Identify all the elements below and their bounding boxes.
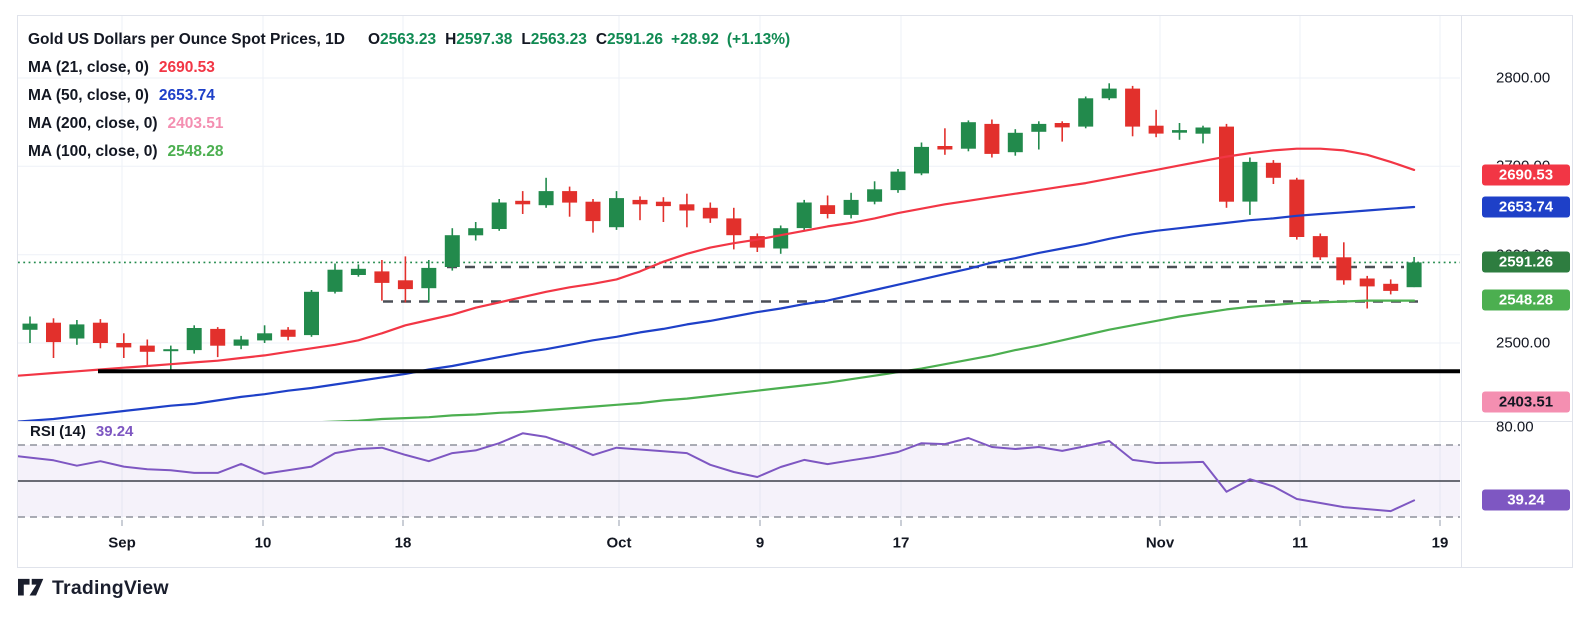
candle-down	[655, 197, 671, 222]
candle-up	[1007, 129, 1023, 156]
candle-up	[421, 260, 437, 303]
candle-down	[397, 256, 413, 303]
candle-up	[327, 263, 343, 294]
candle-down	[1219, 123, 1234, 208]
candle-down	[1336, 242, 1352, 285]
candle-down	[280, 327, 296, 341]
candle-down	[562, 186, 578, 217]
candle-up	[609, 191, 624, 230]
candle-down	[820, 195, 836, 219]
candle-up	[1078, 96, 1094, 129]
candle-up	[914, 142, 929, 176]
candle-up	[538, 177, 554, 208]
candle-down	[46, 318, 61, 358]
candle-up	[257, 325, 273, 343]
candle-up	[350, 264, 366, 277]
candle-up	[186, 325, 202, 354]
candle-up	[1172, 123, 1187, 140]
candle-up	[1031, 121, 1047, 150]
tradingview-attribution[interactable]: TradingView	[18, 577, 169, 600]
candle-up	[491, 199, 507, 231]
candle-up	[867, 181, 883, 205]
candle-up	[890, 169, 906, 193]
candle-up	[796, 199, 812, 231]
candle-down	[116, 333, 132, 358]
candle-down	[1359, 275, 1375, 309]
candle-down	[1148, 109, 1164, 138]
candle-down	[937, 128, 953, 155]
ma100-line	[321, 299, 1416, 421]
candle-up	[163, 345, 179, 371]
candle-down	[749, 233, 765, 252]
candle-down	[139, 339, 155, 367]
candle-up	[304, 290, 319, 337]
candle-down	[632, 196, 648, 221]
candle-down	[1125, 85, 1141, 137]
candle-up	[69, 320, 85, 345]
candle-up	[960, 120, 976, 152]
rsi-line	[18, 432, 1416, 513]
candle-down	[515, 191, 531, 214]
candle-down	[210, 327, 226, 358]
tradingview-logo-text: TradingView	[52, 577, 169, 599]
candle-down	[702, 202, 718, 223]
candle-down	[1289, 177, 1305, 240]
candle-up	[468, 222, 484, 241]
candle-down	[1265, 160, 1281, 184]
candle-up	[444, 228, 460, 271]
candle-down	[585, 199, 601, 233]
candle-up	[1242, 157, 1258, 215]
candle-up	[843, 192, 859, 219]
ma21-line	[18, 147, 1416, 377]
candle-up	[233, 335, 249, 350]
candle-up	[22, 316, 38, 343]
candle-up	[1101, 83, 1117, 101]
candle-down	[1312, 233, 1328, 260]
candlestick-series	[22, 83, 1422, 371]
candle-down	[1383, 279, 1399, 295]
candle-down	[679, 193, 695, 228]
candle-up	[1195, 125, 1211, 144]
candle-up	[1406, 257, 1422, 288]
candle-down	[92, 319, 108, 349]
candle-down	[1054, 121, 1070, 142]
candle-down	[374, 260, 390, 301]
tradingview-logo-icon	[18, 578, 44, 595]
candle-down	[984, 119, 1000, 158]
grid-lines	[18, 16, 1460, 520]
ma50-line	[18, 205, 1416, 421]
candle-up	[773, 225, 789, 254]
